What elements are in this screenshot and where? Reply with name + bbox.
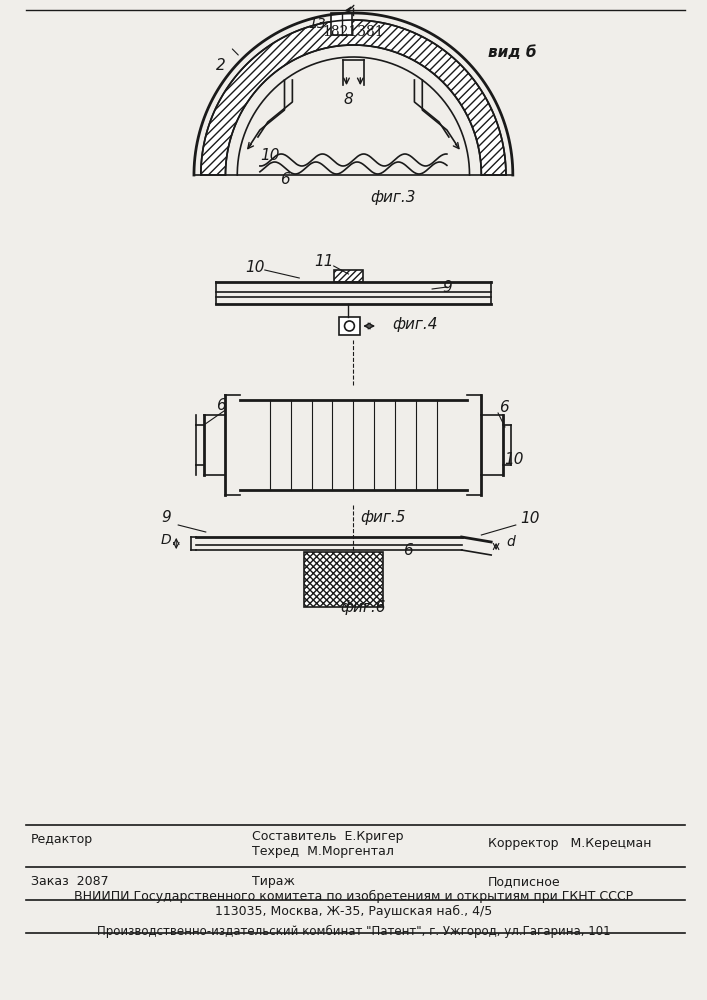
Text: D: D: [161, 533, 172, 547]
Text: Подписное: Подписное: [489, 875, 561, 888]
Text: Составитель  Е.Кригер: Составитель Е.Кригер: [252, 830, 404, 843]
Bar: [339, 317, 361, 335]
Text: ВНИИПИ Государственного комитета по изобретениям и открытиям при ГКНТ СССР: ВНИИПИ Государственного комитета по изоб…: [74, 890, 633, 903]
Text: 6: 6: [499, 399, 509, 414]
Text: Редактор: Редактор: [30, 833, 93, 846]
Text: фиг.4: фиг.4: [393, 316, 438, 332]
Text: фиг.3: фиг.3: [370, 190, 416, 205]
Text: 6: 6: [402, 543, 412, 558]
Text: 6: 6: [280, 172, 289, 188]
Text: 10: 10: [260, 147, 279, 162]
Circle shape: [344, 321, 354, 331]
Text: 113035, Москва, Ж-35, Раушская наб., 4/5: 113035, Москва, Ж-35, Раушская наб., 4/5: [215, 905, 492, 918]
Bar: [334, 270, 363, 282]
Text: 9: 9: [442, 279, 452, 294]
Bar: [331, 13, 352, 35]
Text: 11: 11: [314, 254, 334, 269]
Text: Тираж: Тираж: [252, 875, 295, 888]
Text: 1821381: 1821381: [322, 25, 384, 39]
Text: фиг.6: фиг.6: [341, 600, 386, 615]
Text: Корректор   М.Керецман: Корректор М.Керецман: [489, 837, 652, 850]
Text: 13: 13: [308, 17, 326, 31]
Bar: [304, 552, 383, 607]
Text: 2: 2: [216, 57, 226, 73]
Text: 10: 10: [504, 452, 523, 468]
Text: 10: 10: [245, 259, 264, 274]
Text: фиг.5: фиг.5: [360, 510, 406, 525]
Polygon shape: [201, 20, 506, 175]
Text: Заказ  2087: Заказ 2087: [30, 875, 108, 888]
Text: Техред  М.Моргентал: Техред М.Моргентал: [252, 845, 394, 858]
Text: 6: 6: [216, 397, 226, 412]
Text: 9: 9: [161, 510, 171, 525]
Text: 8: 8: [344, 93, 354, 107]
Text: вид б: вид б: [489, 45, 537, 60]
Text: 10: 10: [520, 511, 540, 526]
Text: Производственно-издательский комбинат "Патент", г. Ужгород, ул.Гагарина, 101: Производственно-издательский комбинат "П…: [97, 925, 610, 938]
Text: d: d: [506, 535, 515, 549]
